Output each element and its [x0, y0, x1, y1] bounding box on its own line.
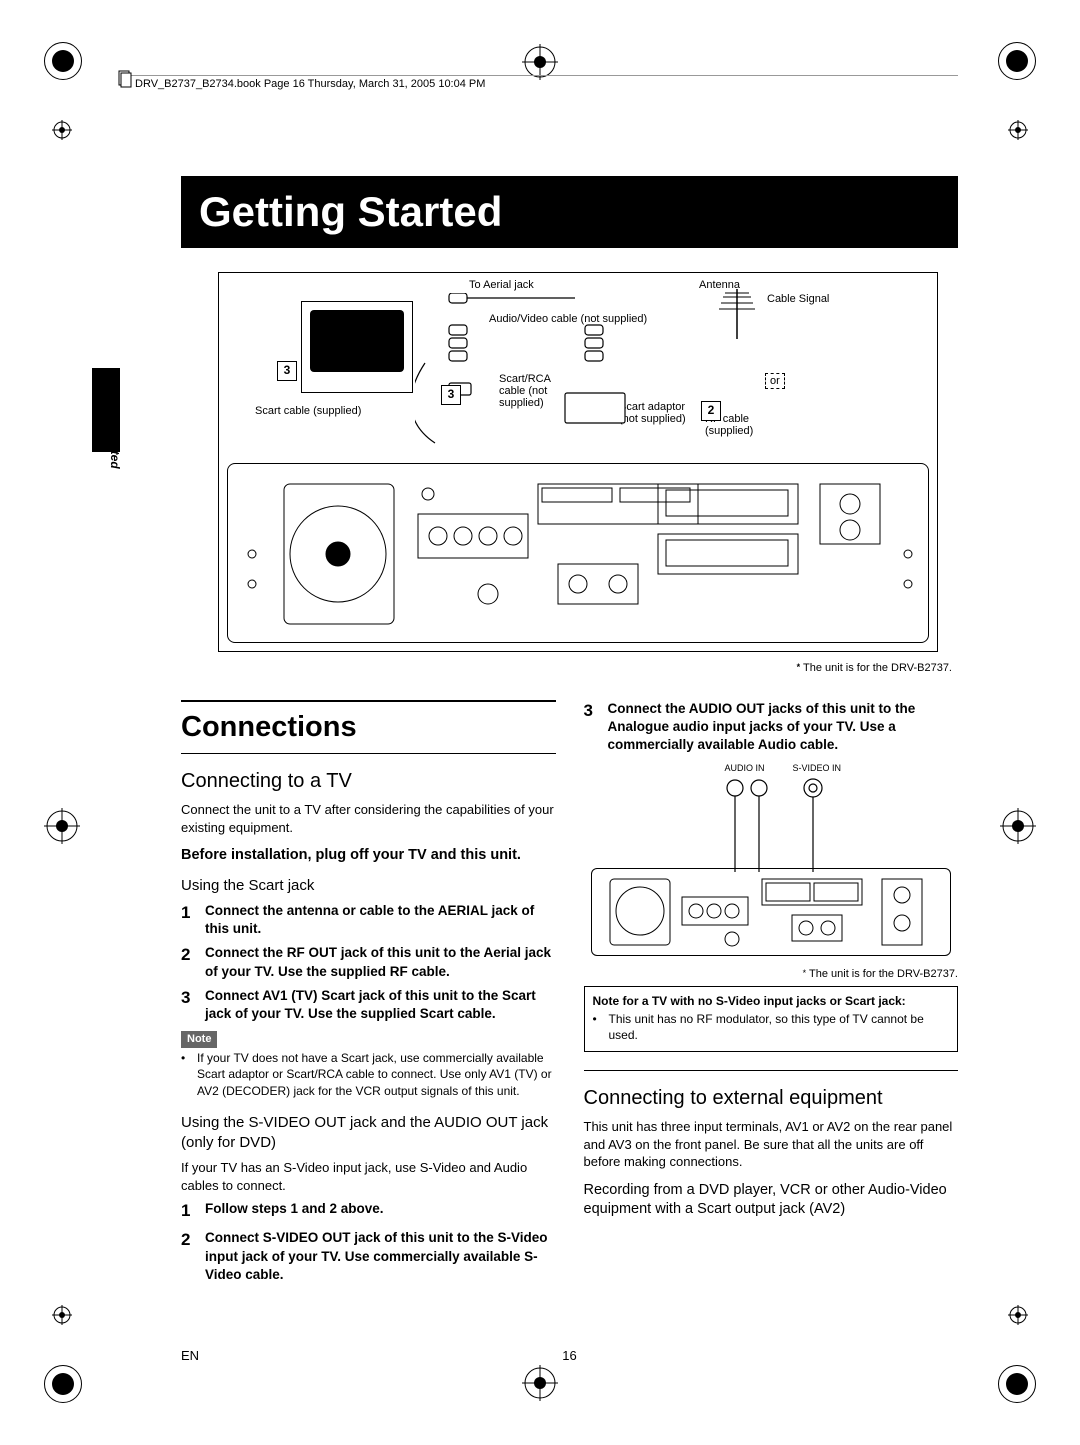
diagram-label: or	[765, 373, 785, 389]
paragraph: Connect the unit to a TV after consideri…	[181, 801, 556, 836]
subsection-heading: Connecting to external equipment	[584, 1085, 959, 1112]
note-box: Note for a TV with no S-Video input jack…	[584, 986, 959, 1053]
side-label: Getting Started	[108, 382, 122, 469]
note-text: If your TV does not have a Scart jack, u…	[197, 1050, 556, 1099]
method-heading: Using the Scart jack	[181, 876, 556, 896]
method-heading: Using the S-VIDEO OUT jack and the AUDIO…	[181, 1113, 556, 1154]
diagram-footnote: * The unit is for the DRV-B2737.	[797, 662, 952, 674]
reg-mark-icon	[44, 1365, 82, 1403]
rule	[181, 753, 556, 754]
note-box-text: This unit has no RF modulator, so this t…	[609, 1011, 950, 1043]
rear-panel-svg	[228, 464, 928, 642]
note-badge: Note	[181, 1031, 217, 1048]
note-box-title: Note for a TV with no S-Video input jack…	[593, 993, 950, 1009]
right-column: 3 Connect the AUDIO OUT jacks of this un…	[584, 700, 959, 1290]
step-number: 1	[181, 1200, 197, 1223]
step-text: Follow steps 1 and 2 above.	[205, 1200, 556, 1223]
crosshair-icon	[1008, 120, 1028, 140]
step-text: Connect S-VIDEO OUT jack of this unit to…	[205, 1229, 556, 1284]
step-number: 1	[181, 902, 197, 938]
step-number: 3	[584, 700, 600, 755]
page-footer: EN 16	[181, 1348, 958, 1363]
crosshair-icon	[1008, 1305, 1028, 1325]
step-item: 1 Follow steps 1 and 2 above.	[181, 1200, 556, 1223]
asterisk: *	[803, 968, 807, 978]
step-number: 2	[181, 944, 197, 980]
body-columns: Connections Connecting to a TV Connect t…	[181, 700, 958, 1290]
tv-icon	[301, 301, 413, 393]
rear-panel-icon	[591, 868, 952, 956]
book-icon	[118, 70, 132, 88]
paragraph: This unit has three input terminals, AV1…	[584, 1118, 959, 1171]
header-rule	[122, 75, 958, 76]
step-item: 3 Connect AV1 (TV) Scart jack of this un…	[181, 987, 556, 1023]
step-item: 1 Connect the antenna or cable to the AE…	[181, 902, 556, 938]
step-box: 3	[441, 385, 461, 405]
rule	[584, 1070, 959, 1071]
step-text: Connect the AUDIO OUT jacks of this unit…	[608, 700, 959, 755]
method-heading: Recording from a DVD player, VCR or othe…	[584, 1181, 959, 1220]
step-number: 2	[181, 1229, 197, 1284]
paragraph: If your TV has an S-Video input jack, us…	[181, 1159, 556, 1194]
step-number: 3	[181, 987, 197, 1023]
antenna-icon	[719, 289, 755, 339]
cable-plugs-icon	[721, 772, 851, 872]
crosshair-icon	[44, 808, 80, 844]
diagram-footnote: * The unit is for the DRV-B2737.	[584, 967, 959, 982]
diagram-label: Scart cable (supplied)	[255, 405, 361, 417]
audio-connection-diagram: AUDIO IN S-VIDEO IN	[584, 761, 959, 963]
step-item: 2 Connect S-VIDEO OUT jack of this unit …	[181, 1229, 556, 1284]
diagram-label: To Aerial jack	[469, 279, 534, 291]
manual-page: DRV_B2737_B2734.book Page 16 Thursday, M…	[0, 0, 1080, 1445]
step-text: Connect AV1 (TV) Scart jack of this unit…	[205, 987, 556, 1023]
chapter-title: Getting Started	[181, 176, 958, 248]
diagram-label: Cable Signal	[767, 293, 829, 305]
reg-mark-icon	[998, 42, 1036, 80]
page-number: 16	[562, 1348, 576, 1363]
crosshair-icon	[52, 1305, 72, 1325]
cables-icon	[415, 293, 705, 463]
step-item: 3 Connect the AUDIO OUT jacks of this un…	[584, 700, 959, 755]
step-box: 3	[277, 361, 297, 381]
left-column: Connections Connecting to a TV Connect t…	[181, 700, 556, 1290]
reg-mark-icon	[44, 42, 82, 80]
asterisk: *	[797, 662, 801, 672]
book-meta-text: DRV_B2737_B2734.book Page 16 Thursday, M…	[135, 78, 485, 90]
panel-svg	[592, 869, 951, 955]
step-text: Connect the antenna or cable to the AERI…	[205, 902, 556, 938]
instruction-heading: Before installation, plug off your TV an…	[181, 846, 556, 866]
footnote-text: The unit is for the DRV-B2737.	[809, 968, 958, 980]
step-item: 2 Connect the RF OUT jack of this unit t…	[181, 944, 556, 980]
rear-panel-icon	[227, 463, 929, 643]
crosshair-icon	[522, 1365, 558, 1401]
reg-mark-icon	[998, 1365, 1036, 1403]
connection-diagram: To Aerial jack Antenna Cable Signal or A…	[218, 272, 938, 652]
lang-code: EN	[181, 1348, 199, 1363]
section-heading: Connections	[181, 708, 556, 751]
crosshair-icon	[52, 120, 72, 140]
crosshair-icon	[1000, 808, 1036, 844]
note-bullet: • If your TV does not have a Scart jack,…	[181, 1050, 556, 1099]
footnote-text: The unit is for the DRV-B2737.	[803, 662, 952, 674]
step-box: 2	[701, 401, 721, 421]
subsection-heading: Connecting to a TV	[181, 768, 556, 795]
step-text: Connect the RF OUT jack of this unit to …	[205, 944, 556, 980]
